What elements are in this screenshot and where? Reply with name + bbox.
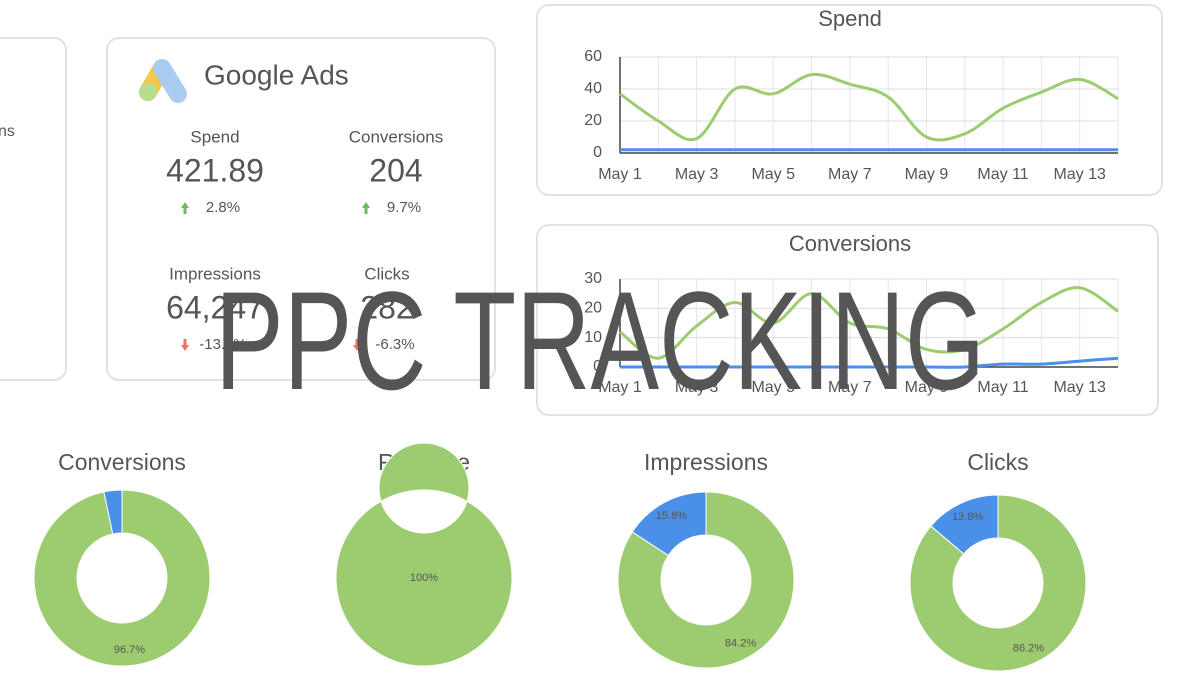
chart-title: Spend [818, 6, 882, 31]
partial-card-text: ns [0, 123, 15, 140]
x-tick-label: May 11 [977, 379, 1028, 396]
change-arrow [353, 339, 361, 351]
pie-slice [909, 494, 1087, 672]
change-arrow [181, 339, 189, 351]
google-ads-logo [139, 59, 187, 103]
change-arrow [181, 202, 189, 214]
partial-card [0, 37, 67, 381]
metric-label: Spend [190, 127, 239, 146]
metric-label: Clicks [364, 264, 409, 283]
slice-label: 84.2% [725, 638, 756, 650]
x-tick-label: May 3 [675, 166, 719, 183]
metric-label: Impressions [169, 264, 261, 283]
y-tick-label: 20 [584, 300, 602, 317]
x-tick-label: May 1 [598, 166, 642, 183]
x-tick-label: May 9 [905, 166, 949, 183]
slice-label: 15.8% [656, 510, 687, 522]
metric-change: -13.4% [199, 336, 247, 353]
chart-title: Conversions [789, 231, 911, 256]
x-tick-label: May 7 [828, 379, 872, 396]
chart-title: Clicks [967, 449, 1028, 475]
metric-change: -6.3% [375, 336, 414, 353]
x-tick-label: May 9 [905, 379, 949, 396]
y-tick-label: 60 [584, 48, 602, 65]
y-tick-label: 20 [584, 112, 602, 129]
pie-slice [335, 442, 513, 667]
x-tick-label: May 5 [751, 379, 795, 396]
series-line [619, 72, 1119, 142]
slice-label: 13.8% [952, 511, 983, 523]
pie-slice [103, 489, 123, 535]
metric-change: 2.8% [206, 199, 240, 216]
slice-label: 86.2% [1013, 643, 1044, 655]
series-line [620, 356, 1119, 369]
metric-value: 282 [360, 289, 413, 325]
slice-label: 100% [410, 572, 438, 584]
pie-slice [33, 489, 211, 667]
x-tick-label: May 13 [1053, 166, 1106, 183]
y-tick-label: 10 [584, 329, 602, 346]
change-arrow [362, 202, 370, 214]
metric-value: 64,247 [166, 289, 264, 325]
x-tick-label: May 1 [598, 379, 642, 396]
x-tick-label: May 13 [1053, 379, 1106, 396]
metric-change: 9.7% [387, 199, 421, 216]
pie-slice [930, 494, 999, 555]
y-tick-label: 0 [593, 358, 602, 375]
y-tick-label: 40 [584, 80, 602, 97]
y-tick-label: 0 [593, 144, 602, 161]
x-tick-label: May 3 [675, 379, 719, 396]
series-line [619, 286, 1119, 360]
y-tick-label: 30 [584, 270, 602, 287]
card-title: Google Ads [204, 59, 349, 90]
metric-label: Conversions [349, 127, 444, 146]
overlay-title: PPC TRACKING [215, 262, 985, 419]
x-tick-label: May 11 [977, 166, 1028, 183]
slice-label: 96.7% [114, 644, 145, 656]
metric-value: 421.89 [166, 152, 264, 188]
pie-slice [631, 491, 707, 557]
x-tick-label: May 5 [751, 166, 795, 183]
metric-value: 204 [369, 152, 422, 188]
chart-title: Conversions [58, 449, 186, 475]
x-tick-label: May 7 [828, 166, 872, 183]
pie-slice [617, 491, 795, 669]
google-ads-card [106, 37, 496, 381]
chart-title: Impressions [644, 449, 768, 475]
